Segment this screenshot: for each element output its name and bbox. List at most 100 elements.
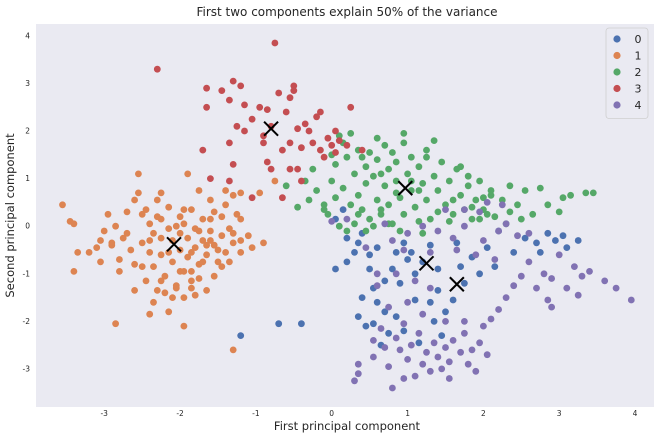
data-point-4: [438, 365, 446, 373]
data-point-3: [267, 165, 275, 173]
data-point-3: [332, 127, 339, 135]
data-point-1: [70, 220, 78, 228]
data-point-2: [521, 187, 529, 194]
data-point-0: [354, 239, 362, 247]
data-point-3: [320, 153, 328, 161]
data-point-2: [381, 141, 389, 149]
legend-item-3: 3: [613, 83, 642, 96]
data-point-1: [146, 310, 154, 318]
data-point-3: [203, 103, 211, 111]
data-point-1: [161, 272, 169, 280]
data-point-1: [207, 227, 214, 235]
data-point-2: [442, 201, 449, 209]
data-point-2: [358, 206, 366, 214]
data-point-4: [354, 370, 362, 378]
data-point-1: [146, 237, 154, 244]
data-point-0: [434, 265, 442, 273]
data-point-3: [309, 139, 317, 147]
data-point-3: [229, 161, 237, 168]
data-point-4: [461, 206, 468, 214]
data-point-1: [218, 263, 226, 270]
data-point-1: [157, 234, 165, 242]
data-point-3: [317, 146, 324, 154]
centroid-marker-1: [166, 236, 182, 252]
data-point-1: [210, 241, 218, 249]
data-point-0: [521, 234, 529, 242]
data-point-2: [536, 184, 544, 192]
data-point-0: [339, 206, 347, 214]
data-point-2: [555, 208, 563, 216]
centroid-marker-0: [418, 255, 435, 272]
data-point-0: [400, 239, 408, 247]
data-point-1: [97, 237, 104, 244]
legend-item-2: 2: [613, 66, 642, 79]
data-point-3: [324, 134, 332, 142]
data-point-2: [514, 201, 521, 209]
data-point-2: [438, 158, 446, 166]
data-point-3: [241, 101, 248, 109]
data-point-2: [347, 130, 355, 137]
data-point-4: [510, 282, 518, 290]
data-point-2: [335, 132, 343, 140]
data-point-2: [351, 170, 358, 178]
data-point-3: [153, 65, 161, 73]
data-point-4: [514, 232, 521, 240]
data-point-1: [207, 215, 214, 223]
data-point-1: [188, 268, 195, 275]
y-tick-label: -3: [23, 364, 31, 373]
data-point-4: [449, 337, 457, 344]
y-tick-label: 4: [25, 31, 30, 40]
data-point-3: [305, 127, 313, 135]
data-point-1: [229, 191, 237, 199]
data-point-1: [172, 282, 180, 290]
data-point-0: [544, 229, 552, 237]
data-point-3: [347, 103, 355, 111]
data-point-1: [226, 258, 233, 266]
y-tick-label: 0: [25, 222, 30, 231]
data-point-3: [203, 84, 211, 92]
data-point-1: [180, 294, 188, 301]
data-point-4: [445, 375, 453, 382]
data-point-2: [468, 203, 476, 211]
data-point-4: [464, 360, 472, 368]
data-point-2: [313, 187, 320, 194]
data-point-0: [411, 270, 419, 278]
data-point-4: [495, 227, 502, 235]
data-point-3: [298, 144, 305, 152]
data-point-2: [370, 172, 377, 180]
centroid-marker-4: [449, 276, 465, 292]
x-tick-label: -3: [100, 409, 108, 418]
data-point-1: [161, 289, 169, 297]
data-point-1: [203, 287, 211, 294]
x-tick-label: 0: [329, 409, 334, 418]
data-point-2: [457, 163, 464, 171]
data-point-3: [241, 127, 248, 135]
data-point-0: [366, 265, 373, 273]
data-point-1: [180, 322, 188, 330]
data-point-1: [150, 229, 157, 237]
data-point-1: [157, 251, 165, 259]
data-point-4: [578, 272, 586, 280]
data-point-1: [169, 258, 176, 266]
data-point-1: [218, 232, 226, 240]
data-point-4: [389, 237, 396, 244]
data-point-2: [449, 210, 457, 218]
data-point-2: [377, 170, 385, 178]
data-point-4: [381, 220, 389, 228]
data-point-2: [445, 218, 453, 225]
data-point-0: [426, 298, 434, 306]
data-point-4: [453, 246, 461, 254]
data-point-4: [400, 375, 408, 382]
data-point-2: [407, 153, 415, 161]
data-point-1: [138, 263, 146, 270]
data-point-4: [544, 296, 552, 304]
data-point-4: [563, 284, 571, 292]
data-point-2: [400, 210, 408, 218]
data-point-2: [373, 156, 381, 164]
data-point-1: [210, 208, 218, 216]
data-point-3: [317, 108, 324, 116]
data-point-4: [457, 348, 464, 356]
data-point-4: [540, 270, 548, 278]
data-point-1: [131, 260, 139, 268]
data-point-2: [362, 227, 370, 235]
